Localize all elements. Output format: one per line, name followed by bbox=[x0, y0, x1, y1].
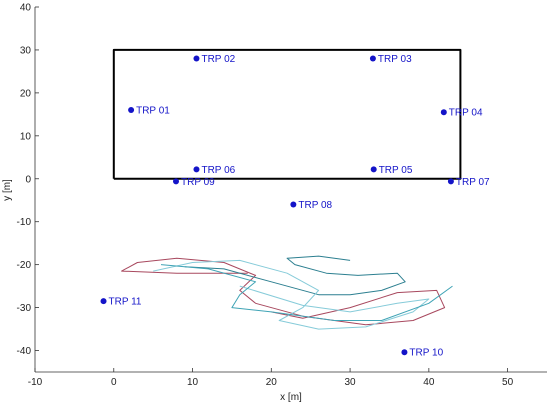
point bbox=[290, 201, 297, 208]
point bbox=[172, 178, 179, 185]
point bbox=[369, 55, 376, 62]
trajectory bbox=[160, 264, 453, 321]
point bbox=[401, 349, 408, 356]
y-tick-label: -10 bbox=[17, 217, 32, 228]
point-label: TRP 05 bbox=[379, 165, 413, 176]
point bbox=[100, 298, 107, 305]
y-tick-label: 40 bbox=[20, 3, 32, 14]
trajectory bbox=[184, 255, 406, 296]
trajectory bbox=[112, 48, 462, 180]
x-tick-label: 10 bbox=[187, 377, 199, 388]
point bbox=[447, 178, 454, 185]
x-tick-label: 20 bbox=[266, 377, 278, 388]
x-tick-label: -10 bbox=[28, 377, 43, 388]
point-label: TRP 08 bbox=[298, 200, 332, 211]
point-label: TRP 04 bbox=[449, 108, 483, 119]
point bbox=[193, 55, 200, 62]
y-tick-label: 30 bbox=[20, 45, 32, 56]
x-tick-label: 40 bbox=[423, 377, 435, 388]
point-label: TRP 07 bbox=[456, 177, 490, 188]
point-label: TRP 06 bbox=[201, 165, 235, 176]
y-tick-label: -40 bbox=[17, 346, 32, 357]
point-label: TRP 11 bbox=[109, 297, 142, 308]
y-tick-label: -20 bbox=[17, 260, 32, 271]
y-tick-label: -30 bbox=[17, 303, 32, 314]
y-tick-label: 10 bbox=[20, 131, 32, 142]
point bbox=[193, 166, 200, 173]
point-label: TRP 10 bbox=[409, 348, 443, 359]
trajectory bbox=[153, 259, 430, 330]
point bbox=[128, 107, 135, 114]
x-tick-label: 50 bbox=[502, 377, 514, 388]
point-label: TRP 01 bbox=[136, 106, 170, 117]
point bbox=[440, 109, 447, 116]
y-axis-label: y [m] bbox=[2, 179, 13, 201]
point-label: TRP 02 bbox=[201, 54, 235, 65]
y-tick-label: 20 bbox=[20, 88, 32, 99]
y-tick-label: 0 bbox=[25, 174, 31, 185]
x-axis-label: x [m] bbox=[280, 392, 302, 403]
trajectory bbox=[121, 257, 446, 326]
point-label: TRP 09 bbox=[181, 177, 215, 188]
point-label: TRP 03 bbox=[378, 54, 412, 65]
point bbox=[370, 166, 377, 173]
x-tick-label: 30 bbox=[345, 377, 357, 388]
x-tick-label: 0 bbox=[111, 377, 117, 388]
